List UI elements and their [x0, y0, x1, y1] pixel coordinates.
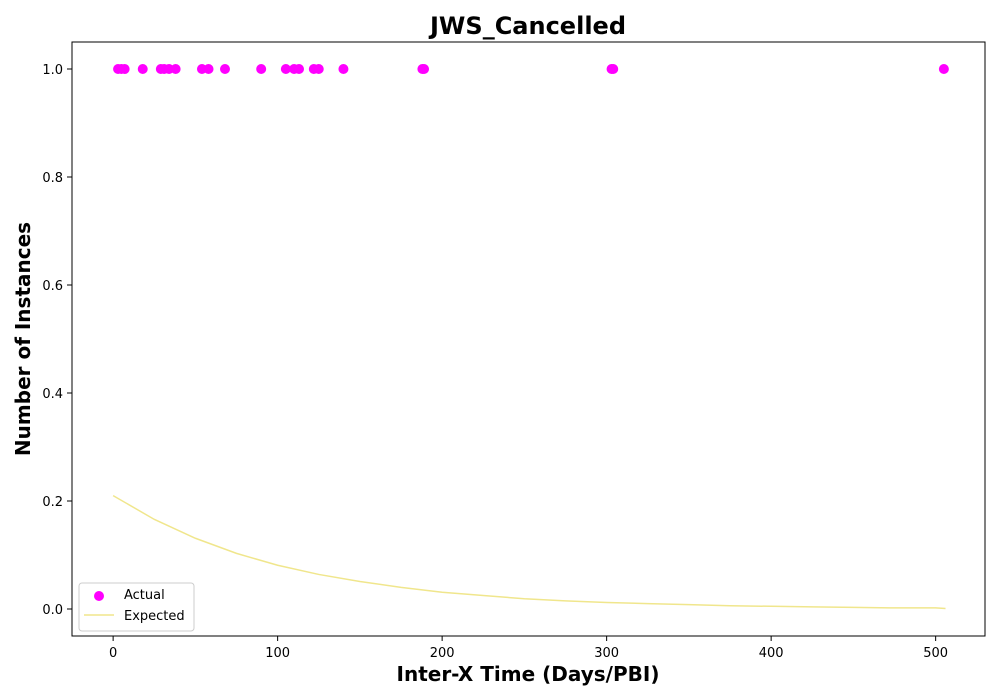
legend: Actual Expected — [78, 582, 195, 632]
legend-box — [78, 582, 195, 632]
legend-marker-actual — [94, 591, 104, 601]
axes-frame — [71, 41, 986, 637]
legend-label-expected: Expected — [124, 609, 185, 624]
y-tick-label: 0.0 — [42, 603, 63, 618]
actual-point — [137, 64, 148, 74]
actual-point — [256, 64, 267, 74]
actual-point — [203, 64, 214, 74]
y-tick-label: 0.2 — [42, 495, 63, 510]
actual-point — [219, 64, 230, 74]
y-tick-label: 0.8 — [42, 171, 63, 186]
x-tick-label: 100 — [265, 646, 290, 661]
actual-point — [294, 64, 305, 74]
actual-point — [280, 64, 291, 74]
y-tick-label: 1.0 — [42, 63, 63, 78]
y-tick-label: 0.4 — [42, 387, 63, 402]
actual-point — [419, 64, 430, 74]
x-tick-label: 0 — [109, 646, 117, 661]
actual-point — [608, 64, 619, 74]
x-tick-label: 400 — [759, 646, 784, 661]
actual-point — [313, 64, 324, 74]
actual-point — [170, 64, 181, 74]
plot-area — [112, 64, 949, 610]
chart-title: JWS_Cancelled — [428, 12, 626, 40]
x-tick-label: 500 — [923, 646, 948, 661]
x-axis-label: Inter-X Time (Days/PBI) — [397, 662, 660, 686]
actual-point — [338, 64, 349, 74]
expected-line — [112, 494, 946, 610]
y-tick-label: 0.6 — [42, 279, 63, 294]
legend-label-actual: Actual — [124, 588, 165, 603]
y-axis-ticks: 0.0 0.2 0.4 0.6 0.8 1.0 — [42, 63, 72, 618]
actual-point — [938, 64, 949, 74]
x-tick-label: 200 — [430, 646, 455, 661]
x-axis-ticks: 0 100 200 300 400 500 — [109, 636, 948, 661]
y-axis-label: Number of Instances — [11, 222, 35, 456]
actual-point — [119, 64, 130, 74]
x-tick-label: 300 — [594, 646, 619, 661]
